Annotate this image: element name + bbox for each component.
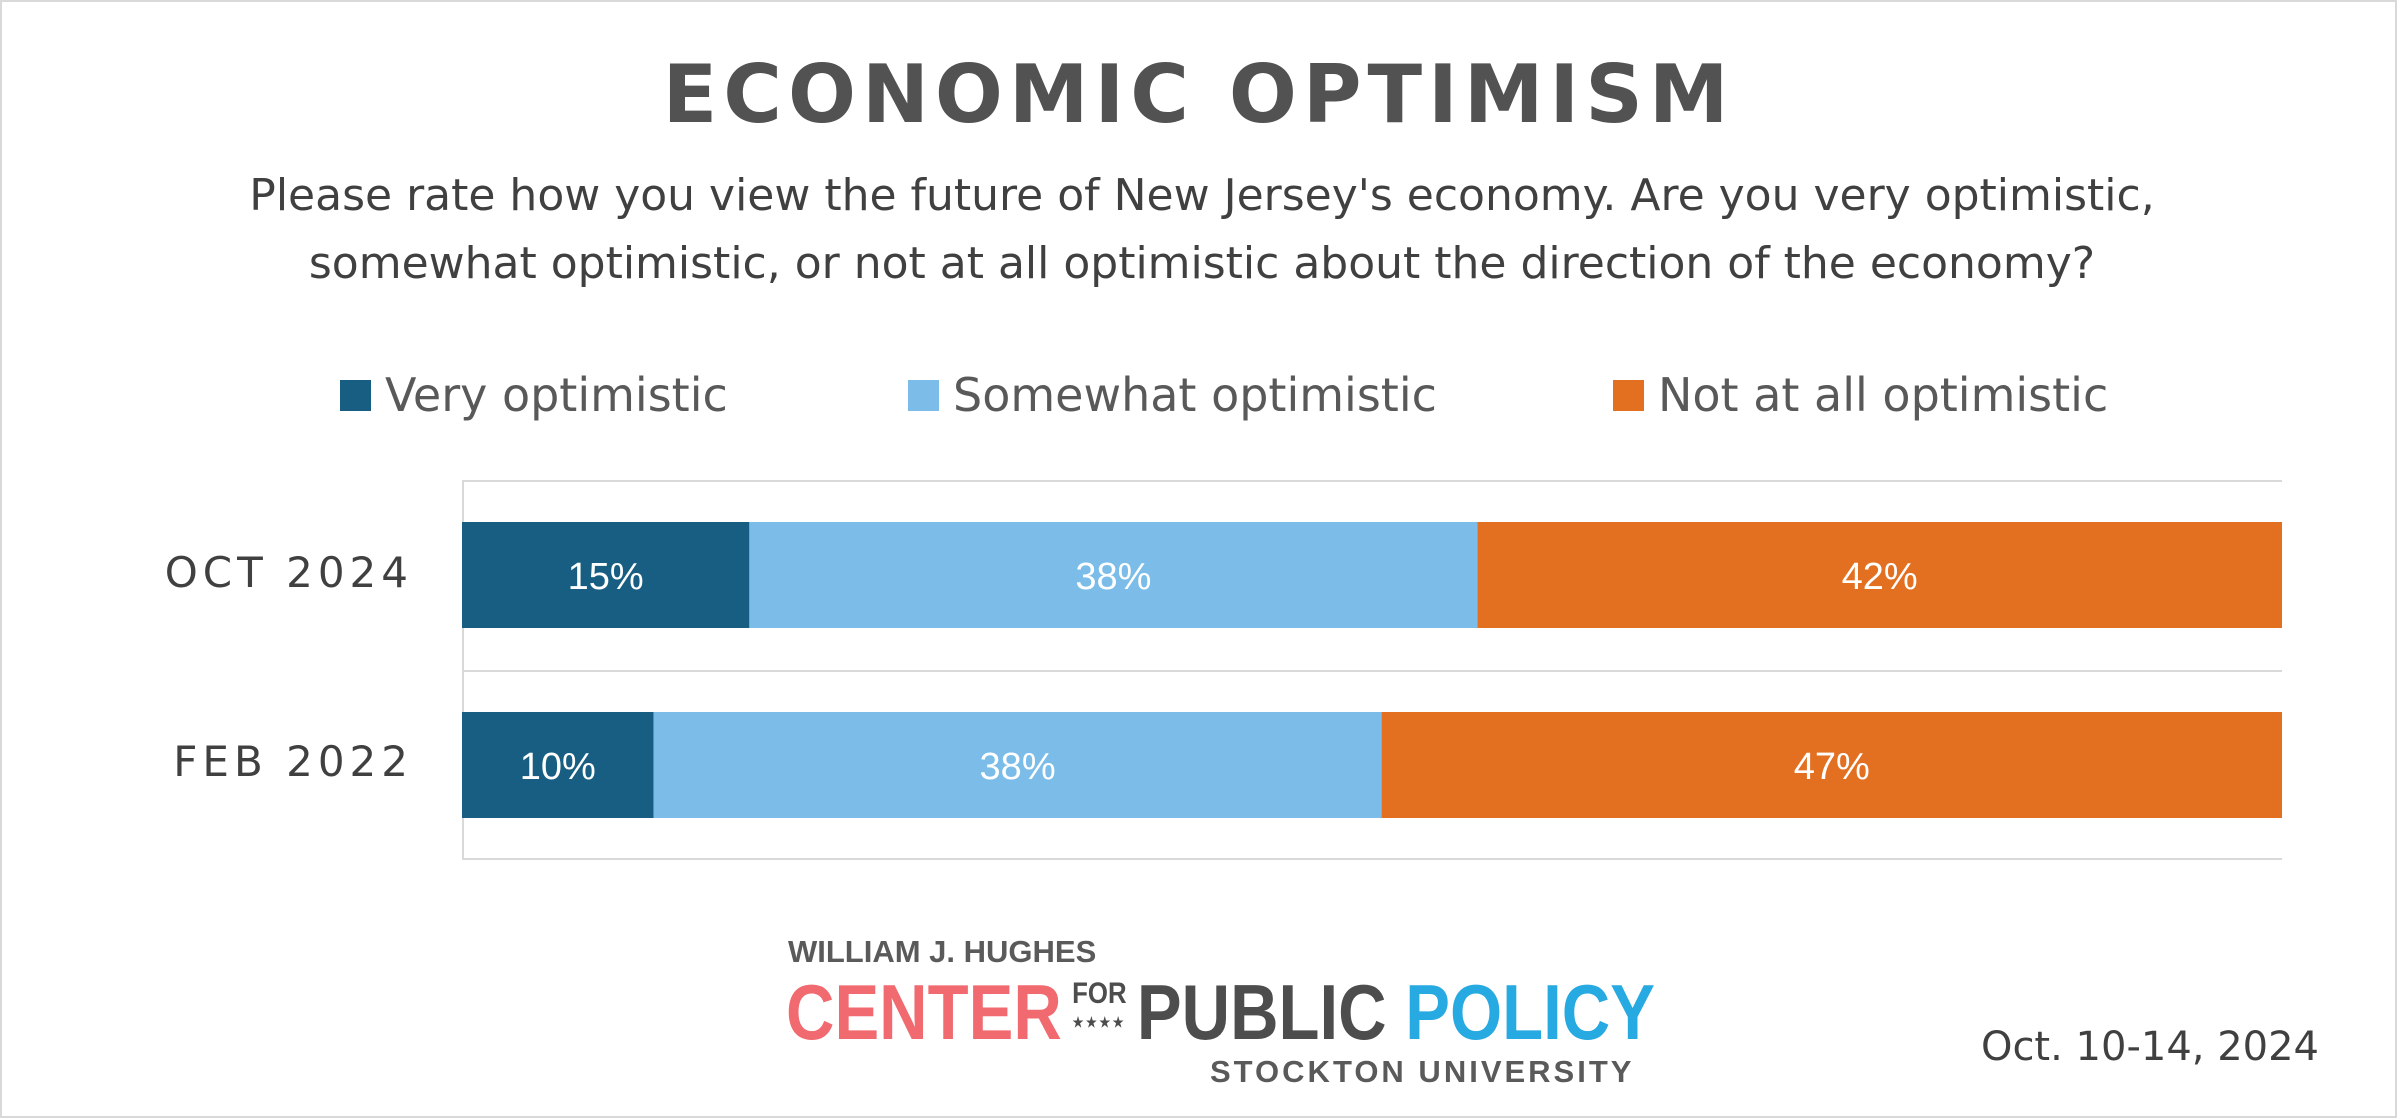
logo-stars: ★★★★ (1072, 1014, 1127, 1030)
logo-wordmark: CENTER FOR ★★★★ PUBLIC POLICY (786, 972, 1655, 1052)
legend-label-somewhat-optimistic: Somewhat optimistic (953, 368, 1437, 422)
subtitle-line-2: somewhat optimistic, or not at all optim… (308, 238, 2096, 289)
data-label-feb-2022-somewhat-optimistic: 38% (980, 746, 1056, 788)
legend-swatch-somewhat-optimistic (908, 379, 939, 411)
legend-swatch-very-optimistic (340, 379, 371, 411)
bar-feb-2022-somewhat-optimistic (653, 712, 1382, 818)
legend-item-very-optimistic: Very optimistic (340, 368, 728, 422)
category-label-oct-2024: OCT 2024 (164, 548, 413, 597)
data-label-oct-2024-not-at-all-optimistic: 42% (1842, 556, 1918, 598)
bar-oct-2024-very-optimistic (462, 522, 750, 628)
legend-item-not-at-all-optimistic: Not at all optimistic (1613, 368, 2108, 422)
legend-item-somewhat-optimistic: Somewhat optimistic (908, 368, 1437, 422)
bar-oct-2024-not-at-all-optimistic (1477, 522, 2282, 628)
chart-title: ECONOMIC OPTIMISM (662, 48, 1735, 141)
logo-for-block: FOR ★★★★ (1072, 977, 1127, 1036)
bar-chart-plot: 15% 38% 42% 10% 38% 47% (462, 480, 2282, 860)
bar-feb-2022-very-optimistic (462, 712, 654, 818)
chart-subtitle: Please rate how you view the future of N… (202, 162, 2202, 298)
logo-bottom-text: STOCKTON UNIVERSITY (1210, 1054, 1635, 1089)
legend-label-very-optimistic: Very optimistic (385, 368, 728, 422)
logo-policy-text: POLICY (1405, 968, 1655, 1056)
legend-label-not-at-all-optimistic: Not at all optimistic (1658, 368, 2109, 422)
data-label-feb-2022-not-at-all-optimistic: 47% (1794, 746, 1870, 788)
survey-date: Oct. 10-14, 2024 (1980, 1024, 2319, 1070)
bar-oct-2024-somewhat-optimistic (749, 522, 1478, 628)
logo-top-text: WILLIAM J. HUGHES (788, 934, 1097, 969)
logo-public-text: PUBLIC (1136, 968, 1387, 1056)
data-label-oct-2024-very-optimistic: 15% (568, 556, 644, 598)
data-label-feb-2022-very-optimistic: 10% (520, 746, 596, 788)
subtitle-line-1: Please rate how you view the future of N… (249, 170, 2155, 221)
logo-center-text: CENTER (786, 968, 1062, 1056)
logo-for-text: FOR (1072, 977, 1127, 1010)
bar-feb-2022-not-at-all-optimistic (1381, 712, 2282, 818)
data-label-oct-2024-somewhat-optimistic: 38% (1075, 556, 1151, 598)
category-label-feb-2022: FEB 2022 (173, 737, 413, 786)
legend-swatch-not-at-all-optimistic (1613, 379, 1644, 411)
